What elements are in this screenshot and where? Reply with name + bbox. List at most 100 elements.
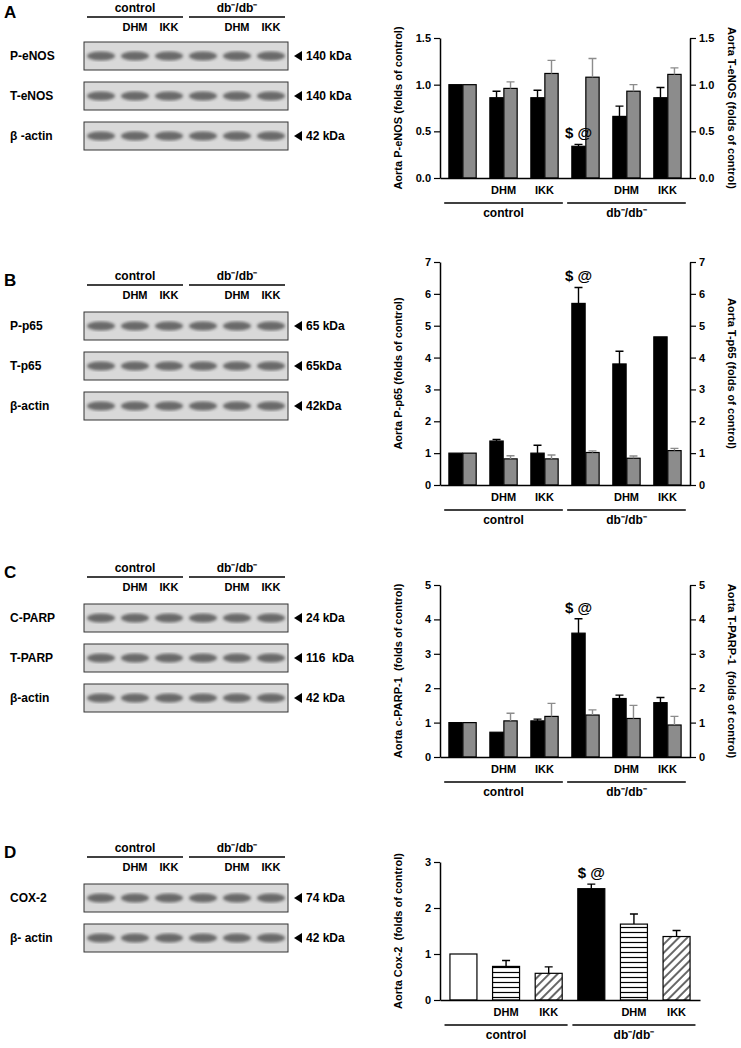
blot-strip [84, 42, 288, 70]
tick: 0 [690, 479, 705, 491]
blot-band [155, 934, 183, 943]
bar [654, 337, 667, 485]
error-bar [574, 144, 582, 146]
blot-row-label: T-p65 [10, 359, 42, 373]
axis-line [690, 586, 692, 758]
tick: 3 [690, 383, 705, 395]
blot-band [189, 132, 217, 141]
plot-texts: $ @ [565, 124, 592, 141]
tick-label: 6 [699, 288, 705, 300]
blot-group-line [189, 16, 285, 18]
blot-band [155, 894, 183, 903]
tick-label: IKK [667, 1006, 686, 1018]
blot-band [121, 654, 149, 663]
blot-band [223, 322, 251, 331]
tick: 5 [425, 579, 440, 591]
blot: controldb⁻/db⁻DHMIKKDHMIKKP-eNOS140 kDaT… [10, 1, 352, 150]
blot-row-label: P-eNOS [10, 49, 55, 63]
tick: 1 [425, 717, 440, 729]
tick-mark [434, 485, 440, 486]
x-axis: DHMIKKDHMIKK [441, 1001, 701, 1018]
bar [463, 453, 476, 485]
tick-mark [434, 326, 440, 327]
axis: 0.00.51.01.5 [690, 32, 714, 184]
tick-label: IKK [539, 1006, 558, 1018]
blot-lane-label: IKK [160, 861, 179, 873]
tick-label: DHM [614, 184, 639, 196]
blot-lane-label: IKK [160, 581, 179, 593]
group-line [444, 202, 563, 204]
blot-band [223, 654, 251, 663]
blot-lane-label: IKK [262, 581, 281, 593]
blot-size-label: 140 kDa [306, 89, 352, 103]
tick-mark [434, 357, 440, 358]
error-bar [656, 697, 664, 702]
blot-band [87, 654, 115, 663]
error-bar [670, 68, 678, 75]
tick: 3 [425, 648, 440, 660]
tick: 1 [690, 717, 705, 729]
bar [504, 88, 517, 178]
blot-lane-label: DHM [224, 861, 249, 873]
blot-strip [84, 644, 288, 672]
tick-label: 3 [699, 383, 705, 395]
tick-label: DHM [491, 763, 516, 775]
tick-label: 0 [699, 751, 705, 763]
error-bar [629, 705, 637, 718]
axis-line [440, 39, 442, 179]
tick-mark [690, 262, 696, 263]
tick-mark [434, 908, 440, 909]
error-bar [615, 351, 623, 364]
tick: 3 [425, 383, 440, 395]
blot-group-label: control [115, 269, 156, 283]
axis-line [441, 1000, 701, 1002]
tick: DHM [494, 1006, 519, 1018]
blot-size-label: 74 kDa [306, 891, 345, 905]
tick-label: 4 [699, 613, 706, 625]
blot-arrow [294, 401, 302, 411]
tick: 4 [425, 613, 440, 625]
tick: DHM [614, 184, 639, 196]
blot-arrow [294, 91, 302, 101]
tick-label: 2 [425, 415, 431, 427]
blot-lane-label: DHM [224, 581, 249, 593]
blot-band [223, 614, 251, 623]
tick: 2 [425, 682, 440, 694]
blot-band [87, 614, 115, 623]
blot-band [155, 402, 183, 411]
tick-mark [690, 421, 696, 422]
error-bar [587, 884, 595, 889]
blot-band [121, 694, 149, 703]
error-bar [588, 451, 596, 453]
blot-row-label: COX-2 [10, 891, 47, 905]
blot-band [223, 934, 251, 943]
tick: IKK [539, 1006, 558, 1018]
bar [668, 725, 681, 757]
blot-band [257, 894, 285, 903]
tick-mark [434, 862, 440, 863]
blot-band [155, 614, 183, 623]
x-axis: DHMIKKDHMIKK [441, 179, 691, 196]
blot-band [223, 132, 251, 141]
tick-mark [434, 294, 440, 295]
blot-band [87, 362, 115, 371]
tick: 4 [690, 352, 706, 364]
annotation: $ @ [565, 267, 592, 284]
tick: DHM [491, 491, 516, 503]
tick: DHM [491, 763, 516, 775]
tick-label: DHM [491, 491, 516, 503]
tick: 0.5 [416, 125, 440, 137]
bar [504, 459, 517, 485]
tick: IKK [535, 763, 554, 775]
tick: 3 [425, 856, 440, 868]
tick: 0 [425, 479, 440, 491]
error-bar [615, 695, 623, 698]
blot-strip [84, 604, 288, 632]
tick-mark [434, 654, 440, 655]
tick: DHM [614, 491, 639, 503]
axis: 01234567 [425, 256, 441, 491]
bar [586, 453, 599, 485]
tick: 4 [690, 613, 706, 625]
blot-band [121, 894, 149, 903]
chart: $ @0.00.51.01.5Aorta P-eNOS (folds of co… [392, 26, 738, 220]
